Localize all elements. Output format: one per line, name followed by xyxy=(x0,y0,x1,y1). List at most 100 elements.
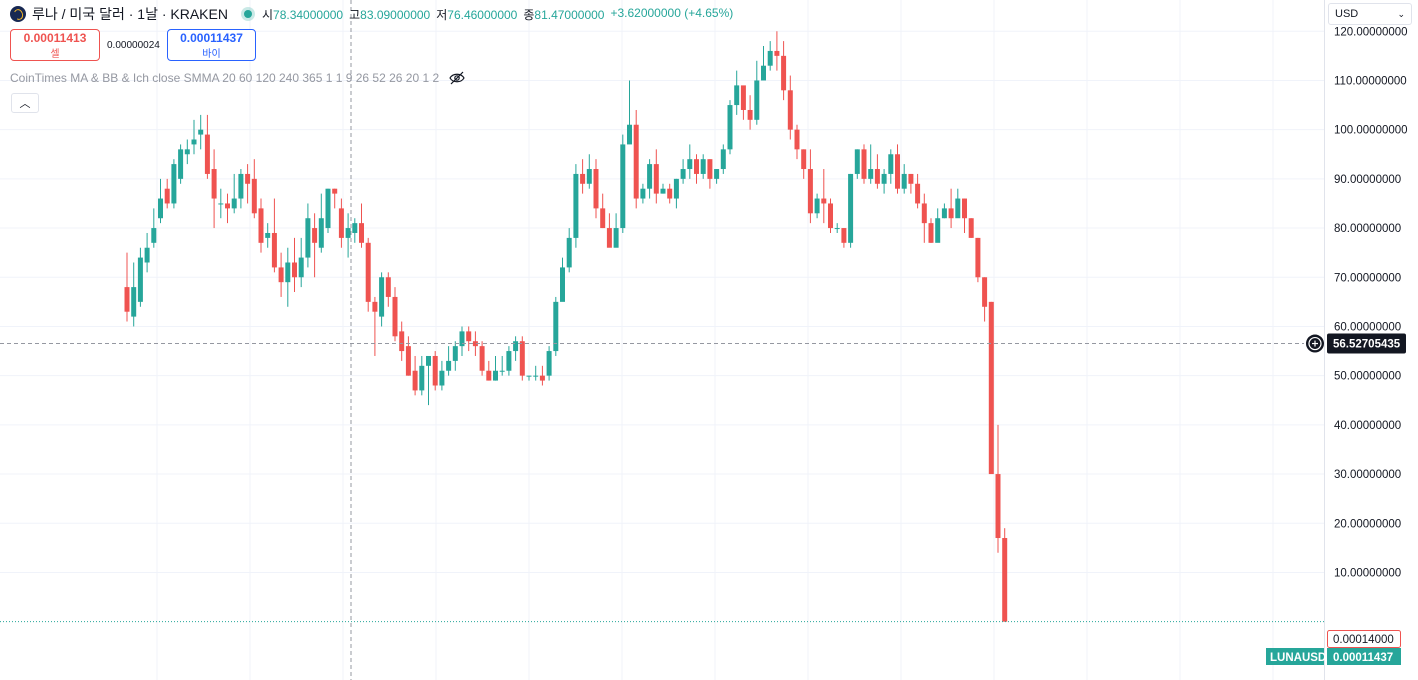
candle-body xyxy=(694,159,699,174)
candle xyxy=(673,178,679,209)
sell-button[interactable]: 0.00011413 셀 xyxy=(10,29,100,61)
candle-body xyxy=(499,370,505,372)
candle-body xyxy=(225,203,230,209)
candle xyxy=(412,355,418,396)
symbol-title[interactable]: 루나 / 미국 달러 · 1날 · KRAKEN xyxy=(32,6,228,22)
chevron-up-icon: ︿ xyxy=(19,98,31,110)
candle-body xyxy=(231,198,237,209)
last-price-badge: 0.00011437 xyxy=(1327,648,1401,665)
candle xyxy=(479,341,485,376)
high-value: 83.09000000 xyxy=(360,7,431,22)
candle xyxy=(124,252,130,322)
candle xyxy=(794,124,800,160)
y-tick-label: 40.00000000 xyxy=(1334,420,1401,432)
candle xyxy=(452,341,458,371)
candle xyxy=(472,331,478,356)
collapse-legend-button[interactable]: ︿ xyxy=(11,93,39,113)
candle xyxy=(466,326,472,352)
currency-select[interactable]: USD ⌄ xyxy=(1328,3,1412,25)
chart-grid xyxy=(0,0,1324,680)
candle-body xyxy=(345,228,351,238)
candle-body xyxy=(680,169,686,179)
candle-body xyxy=(841,228,847,243)
candle xyxy=(901,164,907,194)
candle-body xyxy=(720,149,726,170)
candle-body xyxy=(546,351,552,376)
open-label: 시 xyxy=(261,7,274,22)
candle-body xyxy=(526,375,532,377)
close-label: 종 xyxy=(523,7,535,22)
candle xyxy=(560,257,565,302)
candle xyxy=(707,159,713,189)
candle-body xyxy=(653,164,659,194)
candle xyxy=(419,355,425,396)
candle xyxy=(848,173,854,248)
candle-body xyxy=(928,223,934,243)
candle-body xyxy=(191,139,197,145)
candles xyxy=(124,31,1008,622)
candle xyxy=(566,228,572,273)
svg-text:0.00014000: 0.00014000 xyxy=(1333,634,1394,646)
candle xyxy=(258,198,264,253)
candle-body xyxy=(245,173,251,184)
candle-body xyxy=(265,232,271,238)
candle xyxy=(426,355,431,406)
candle xyxy=(171,159,177,209)
candle-body xyxy=(412,370,418,391)
candle xyxy=(325,188,331,233)
candle xyxy=(908,173,914,194)
candle-body xyxy=(727,105,733,150)
candle xyxy=(1002,528,1008,622)
candle-body xyxy=(566,237,572,268)
candle xyxy=(774,31,780,71)
candle xyxy=(921,193,927,243)
svg-text:56.52705435: 56.52705435 xyxy=(1333,339,1401,351)
candle-body xyxy=(446,360,452,371)
candle-body xyxy=(298,257,304,278)
candle xyxy=(292,237,297,293)
sell-price: 0.00011413 xyxy=(23,30,87,45)
candle-body xyxy=(854,149,860,174)
candle-body xyxy=(814,198,820,214)
candle-body xyxy=(519,341,525,376)
candle xyxy=(405,336,411,376)
candle xyxy=(982,277,988,322)
candle xyxy=(660,183,666,194)
candle xyxy=(754,60,760,125)
buy-button[interactable]: 0.00011437 바이 xyxy=(167,29,256,61)
candle-body xyxy=(419,365,425,391)
add-alert-plus-icon[interactable] xyxy=(1306,334,1324,353)
candle-body xyxy=(968,218,974,238)
candle xyxy=(392,287,398,342)
candle xyxy=(586,154,592,189)
candle-body xyxy=(258,208,264,243)
candle-body xyxy=(472,341,478,347)
indicator-legend[interactable]: CoinTimes MA & BB & Ich close SMMA 20 60… xyxy=(10,71,465,85)
candle-body xyxy=(439,370,445,386)
candle xyxy=(767,41,773,71)
candle xyxy=(727,100,733,155)
candle xyxy=(881,169,887,194)
candle xyxy=(941,203,947,219)
high-price-badge: 0.00014000 xyxy=(1327,630,1401,648)
candle xyxy=(225,193,230,224)
candle-body xyxy=(466,331,472,342)
candle xyxy=(211,149,217,229)
price-axis[interactable]: 10.00000000 20.00000000 30.00000000 40.0000… xyxy=(1266,0,1408,680)
candle-body xyxy=(204,134,210,174)
candle-body xyxy=(734,85,740,106)
candle-body xyxy=(754,80,760,120)
candle-body xyxy=(271,232,277,268)
candle xyxy=(968,218,974,238)
candle-body xyxy=(211,169,217,199)
candle-body xyxy=(747,109,753,120)
candle-body xyxy=(151,228,157,243)
candle-body xyxy=(198,129,204,135)
candle-body xyxy=(606,228,612,248)
candle-body xyxy=(338,208,344,238)
indicator-label: CoinTimes MA & BB & Ich close SMMA 20 60… xyxy=(10,71,440,85)
candle xyxy=(546,346,552,381)
hide-eye-icon[interactable] xyxy=(449,71,465,85)
